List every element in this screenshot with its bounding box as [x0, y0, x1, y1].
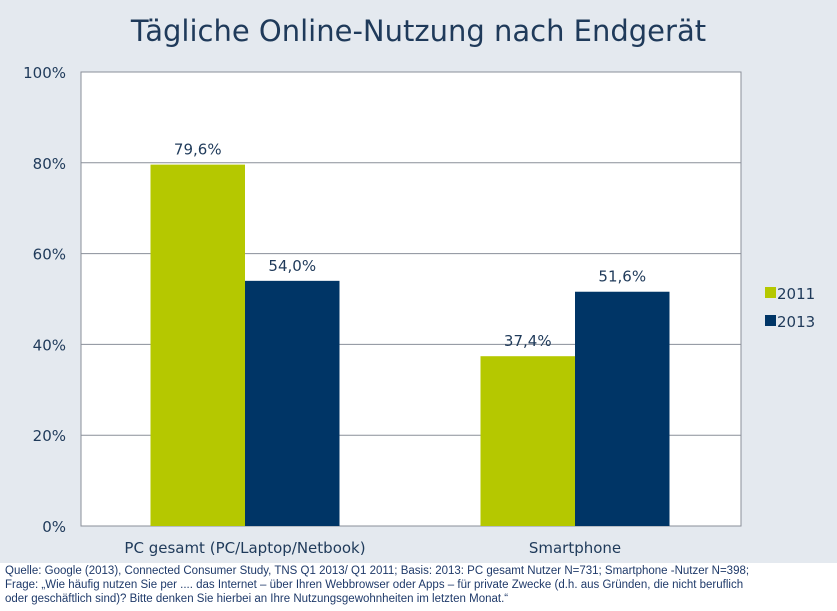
legend-label: 2011 [777, 285, 815, 303]
bar-2013 [245, 280, 340, 526]
data-label: 51,6% [598, 268, 646, 286]
y-tick-label: 80% [33, 155, 66, 173]
legend-swatch [765, 287, 776, 298]
footer-line: Quelle: Google (2013), Connected Consume… [5, 565, 750, 577]
y-tick-label: 100% [23, 64, 66, 82]
footer-line: oder geschäftlich sind)? Bitte denken Si… [5, 593, 509, 605]
source-note: Quelle: Google (2013), Connected Consume… [5, 564, 835, 606]
data-label: 37,4% [504, 332, 552, 350]
bar-2011 [150, 164, 245, 526]
bar-2013 [575, 291, 670, 526]
y-tick-label: 40% [33, 336, 66, 354]
data-label: 79,6% [174, 141, 222, 159]
data-label: 54,0% [268, 257, 316, 275]
chart-title: Tägliche Online-Nutzung nach Endgerät [130, 14, 707, 48]
footer-line: Frage: „Wie häufig nutzen Sie per .... d… [5, 579, 744, 591]
bar-chart: 0% 20% 40% 60% 80% 100% 79,6% 54,0% PC gesamt (P… [23, 64, 815, 557]
y-tick-label: 0% [42, 518, 66, 536]
bar-2011 [480, 356, 575, 526]
x-tick-label: Smartphone [529, 539, 621, 557]
legend-swatch [765, 315, 776, 326]
x-tick-label: PC gesamt (PC/Laptop/Netbook) [124, 539, 365, 557]
y-tick-label: 60% [33, 246, 66, 264]
legend-label: 2013 [777, 313, 815, 331]
y-tick-label: 20% [33, 427, 66, 445]
